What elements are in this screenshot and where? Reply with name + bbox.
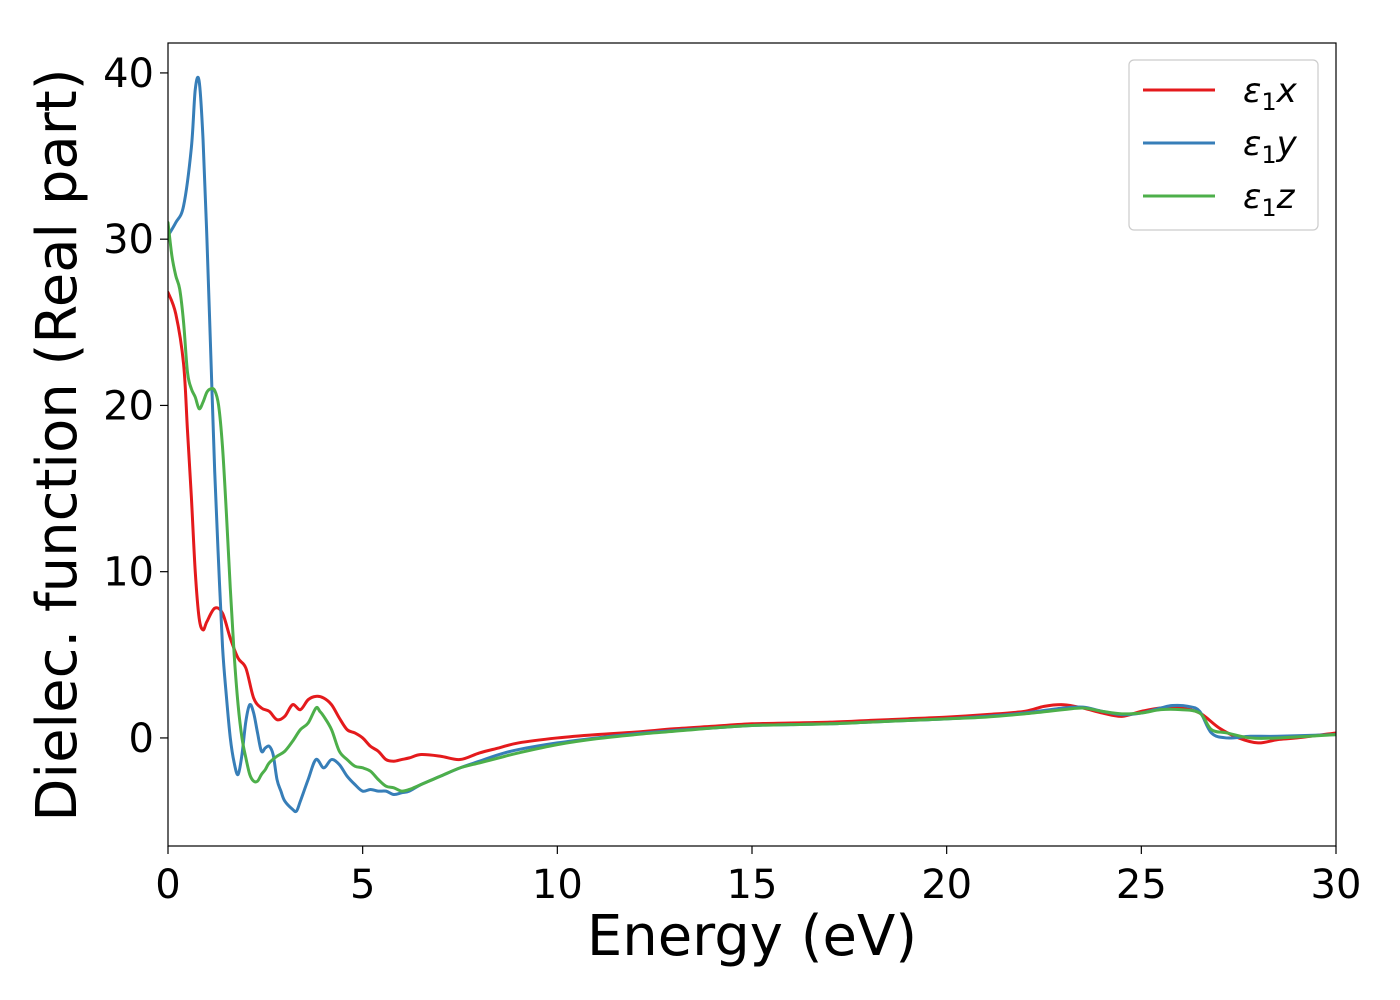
y-tick-label: 0	[129, 716, 154, 762]
y-tick-label: 30	[103, 217, 154, 263]
series-line-z	[168, 221, 1336, 793]
series-line-y	[168, 75, 1336, 814]
y-axis-label: Dielec. function (Real part)	[25, 68, 90, 821]
x-tick-label: 10	[532, 862, 583, 908]
y-tick-label: 20	[103, 383, 154, 429]
x-tick-label: 0	[155, 862, 180, 908]
series-line-x	[168, 290, 1336, 763]
x-tick-label: 30	[1311, 862, 1362, 908]
y-tick-label: 40	[103, 51, 154, 97]
y-axis-ticks: 0 10 20 30 40	[103, 51, 168, 762]
series-layer	[168, 75, 1336, 814]
x-tick-label: 15	[727, 862, 778, 908]
y-tick-label: 10	[103, 550, 154, 596]
x-tick-label: 20	[921, 862, 972, 908]
x-axis-label: Energy (eV)	[587, 904, 917, 969]
x-axis-ticks: 0 5 10 15 20 25 30	[155, 846, 1361, 908]
x-tick-label: 25	[1116, 862, 1167, 908]
legend-label-z: ε1z	[1243, 177, 1296, 222]
legend-box	[1128, 59, 1319, 231]
x-tick-label: 5	[350, 862, 375, 908]
